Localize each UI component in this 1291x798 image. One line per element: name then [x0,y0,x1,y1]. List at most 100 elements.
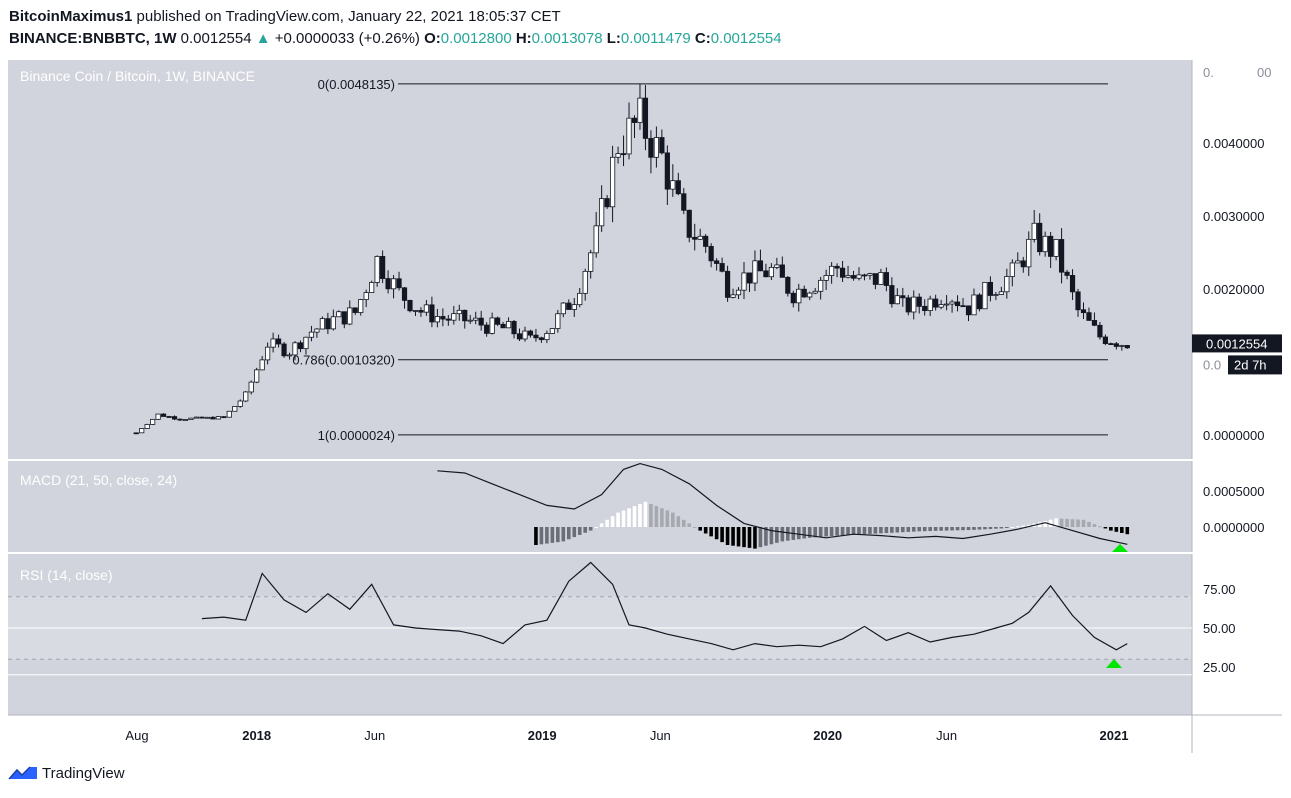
price-axis-bg [1192,60,1287,715]
candle-body [883,272,889,286]
candle [352,307,358,315]
candle-body [631,117,638,123]
fib-level-label: 0(0.0048135) [318,77,395,92]
candle-body [905,297,911,313]
author-name[interactable]: BitcoinMaximus1 [9,8,133,25]
macd-histogram-bar [577,527,582,535]
footer-brand-label: TradingView [42,764,125,782]
candle-body [303,336,309,350]
candle [1086,307,1092,321]
macd-histogram-bar [846,527,850,536]
macd-histogram-bar [769,527,774,545]
candle [177,418,183,421]
candle [1026,231,1032,276]
candle [270,332,276,353]
macd-histogram-bar [681,519,686,527]
footer-brand[interactable]: TradingView [8,764,125,782]
candle [1124,344,1130,349]
candle-body [275,338,282,345]
candle-body [1020,260,1026,268]
candle-body [292,342,298,356]
candle [330,309,336,331]
macd-histogram-bar [1087,521,1091,527]
candle-body [615,153,621,158]
macd-histogram-bar [955,527,960,531]
candle-body [308,331,315,338]
macd-histogram-bar [660,508,664,527]
macd-histogram-bar [1120,527,1124,533]
candle-body [150,418,156,425]
candle-body [511,321,517,335]
macd-histogram-bar [654,506,659,527]
candle [193,416,200,419]
candle [451,305,457,325]
candle [604,195,610,209]
candle-body [801,288,807,298]
candle [522,326,528,342]
high-label: H: [515,30,532,47]
candle-body [933,298,939,308]
candle-body [1053,239,1059,257]
candle-body [965,305,972,316]
candle-body [177,418,183,421]
candle-body [478,317,484,326]
candle-body [1048,235,1054,257]
candle-body [297,342,304,350]
candle-body [664,152,670,190]
macd-histogram-bar [911,527,916,532]
candle [812,287,818,295]
candle-body [878,272,884,285]
candle [839,260,846,283]
candle [390,275,397,299]
candle [949,299,955,313]
candle [883,267,889,292]
macd-histogram-bar [1054,518,1058,527]
candle [889,277,895,308]
candle-body [1075,291,1081,311]
macd-axis-tick-label: 0.0005000 [1203,484,1264,499]
candle [199,416,205,419]
price-axis-tick-label: 0.0030000 [1203,209,1264,224]
price-axis-tick-label: 0.0040000 [1203,136,1264,151]
candle [779,256,785,278]
candle [566,299,572,310]
candle-body [752,260,758,284]
countdown-tag-bg [1228,355,1282,375]
candle-body [670,180,676,190]
candle-body [987,281,994,296]
candle-body [889,285,895,305]
candle-body [894,295,900,305]
candle [237,399,243,408]
candle [385,270,391,294]
candle-body [445,318,451,321]
candle [281,341,287,358]
macd-histogram-bar [627,508,631,527]
candle-body [347,307,353,325]
candle-body [462,309,468,322]
rsi-line [201,561,1128,651]
macd-histogram-bar [714,527,719,540]
candle [807,291,813,301]
macd-histogram-bar [599,523,604,527]
candle [166,415,172,418]
candle-body [582,270,588,294]
candle [741,262,747,300]
candle [982,281,988,310]
macd-histogram-bar [950,527,954,531]
candle [823,269,829,290]
candle [1075,288,1081,317]
candle-body [648,138,654,158]
candle [927,295,933,317]
macd-histogram-bar [895,527,900,533]
macd-histogram-bar [884,527,889,534]
candle [976,293,983,312]
candle-body [790,292,796,304]
macd-histogram-bar [890,527,894,533]
macd-histogram-bar [1059,518,1064,527]
candle [341,311,347,329]
macd-histogram-bar [851,527,856,535]
candle [314,328,320,338]
candle [516,328,523,342]
macd-histogram-bar [983,527,987,530]
